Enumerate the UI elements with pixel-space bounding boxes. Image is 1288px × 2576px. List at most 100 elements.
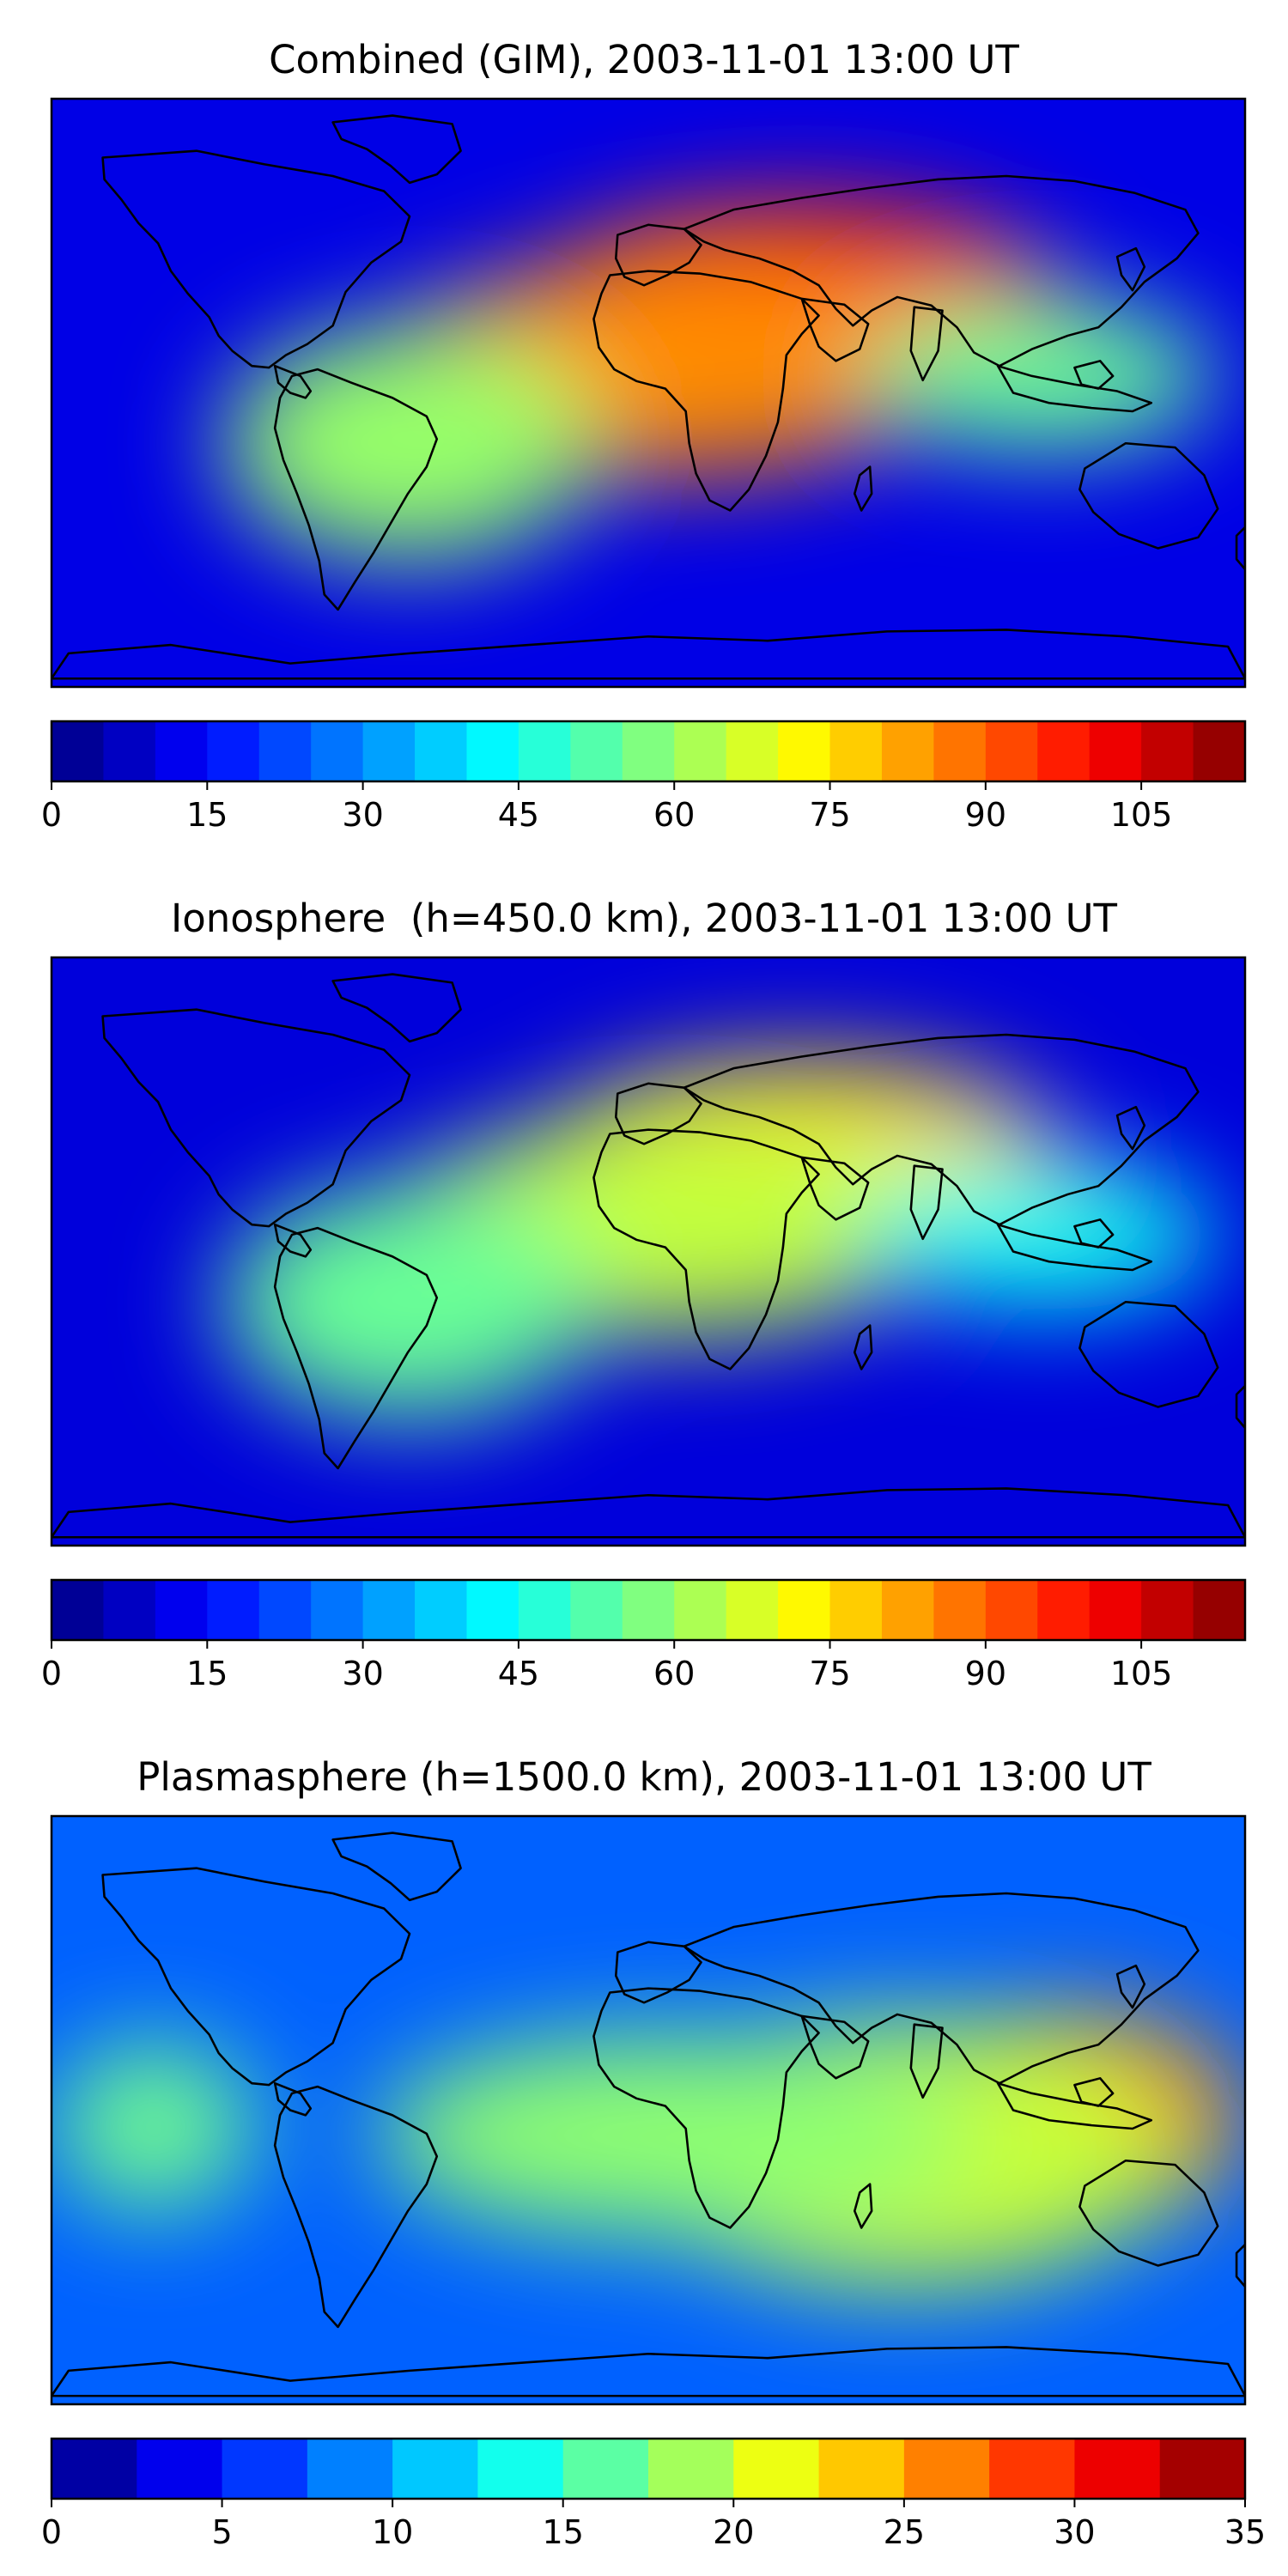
field-blob [375, 2034, 973, 2237]
colorbar-tick-label: 60 [653, 1655, 695, 1692]
colorbar-segment [818, 2439, 905, 2499]
colorbar-segment [933, 1580, 987, 1640]
colorbar-tick-label: 30 [342, 1655, 383, 1692]
colorbar-tick-label: 90 [965, 796, 1006, 834]
colorbar-segment [881, 721, 934, 781]
value-field [52, 2009, 1245, 2287]
colorbar-0: 0 15 30 45 60 75 90 105 [41, 720, 1247, 834]
colorbar-segment [311, 1580, 364, 1640]
colorbar-segment [726, 1580, 779, 1640]
colorbar-segment [415, 721, 468, 781]
colorbar-segment [829, 721, 883, 781]
colorbar-tick-label: 75 [809, 1655, 850, 1692]
colorbar-segment [258, 721, 312, 781]
colorbar-tick-label: 15 [543, 2513, 584, 2551]
colorbar-tick-label: 35 [1224, 2513, 1266, 2551]
colorbar-segment [477, 2439, 564, 2499]
colorbar-1: 0 15 30 45 60 75 90 105 [41, 1578, 1247, 1692]
colorbar-segment [137, 2439, 223, 2499]
colorbar-tick-label: 60 [653, 796, 695, 834]
colorbar-segment [1037, 1580, 1091, 1640]
colorbar-segment [622, 1580, 675, 1640]
map-panel-2 [52, 1816, 1245, 2404]
colorbar-2: 0 5 10 15 20 25 30 35 [41, 2437, 1266, 2551]
colorbar-tick-label: 20 [713, 2513, 754, 2551]
colorbar-segment [518, 721, 571, 781]
colorbar-tick-label: 0 [41, 796, 62, 834]
colorbar-segment [881, 1580, 934, 1640]
colorbar-segment [985, 721, 1038, 781]
colorbar-segment [1089, 721, 1142, 781]
colorbar-segment [52, 2439, 137, 2499]
colorbar-segment [103, 721, 156, 781]
colorbar-segment [733, 2439, 820, 2499]
colorbar-segment [1159, 2439, 1246, 2499]
colorbar-tick-label: 0 [41, 1655, 62, 1692]
colorbar-segment [648, 2439, 734, 2499]
colorbar-segment [103, 1580, 156, 1640]
field-blob [52, 2043, 257, 2211]
colorbar-tick-label: 75 [809, 796, 850, 834]
colorbar-segment [258, 1580, 312, 1640]
colorbar-frame [50, 720, 1247, 783]
colorbar-segment [362, 721, 416, 781]
colorbar-tick-label: 15 [186, 1655, 228, 1692]
field-blob [222, 1184, 598, 1420]
colorbar-segment [933, 721, 987, 781]
colorbar-segment [1193, 1580, 1246, 1640]
colorbar-segment [1089, 1580, 1142, 1640]
colorbar-segment [1037, 721, 1091, 781]
map-frame [50, 1814, 1247, 2406]
colorbar-tick-label: 45 [498, 1655, 539, 1692]
map-panel-1 [52, 957, 1245, 1546]
chart-title-combined: Combined (GIM), 2003-11-01 13:00 UT [269, 37, 1019, 82]
colorbar-segment [674, 1580, 727, 1640]
colorbar-segment [903, 2439, 990, 2499]
colorbar-segment [1074, 2439, 1161, 2499]
colorbar-segment [829, 1580, 883, 1640]
chart-title-plasmasphere: Plasmasphere (h=1500.0 km), 2003-11-01 1… [137, 1754, 1151, 1800]
colorbar-frame [50, 2437, 1247, 2500]
colorbar-segment [415, 1580, 468, 1640]
field-blob [861, 300, 1220, 452]
colorbar-segment [392, 2439, 479, 2499]
map-frame [50, 97, 1247, 689]
colorbar-tick-label: 25 [884, 2513, 925, 2551]
colorbar-tick-label: 5 [211, 2513, 232, 2551]
colorbar-segment [570, 1580, 623, 1640]
colorbar-segment [207, 1580, 260, 1640]
colorbar-segment [155, 721, 208, 781]
colorbar-segment [52, 721, 105, 781]
colorbar-tick-label: 0 [41, 2513, 62, 2551]
colorbar-segment [155, 1580, 208, 1640]
map-panel-0 [52, 99, 1245, 687]
field-blob [861, 1158, 1220, 1310]
colorbar-tick-label: 10 [372, 2513, 413, 2551]
colorbar-segment [518, 1580, 571, 1640]
colorbar-segment [1141, 1580, 1194, 1640]
colorbar-segment [778, 721, 831, 781]
colorbar-segment [52, 1580, 105, 1640]
chart-title-ionosphere: Ionosphere (h=450.0 km), 2003-11-01 13:0… [170, 896, 1118, 941]
value-field [222, 1058, 1220, 1420]
colorbar-tick-label: 15 [186, 796, 228, 834]
colorbar-segment [1193, 721, 1246, 781]
colorbar-segment [466, 721, 519, 781]
colorbar-segment [362, 1580, 416, 1640]
colorbar-segment [562, 2439, 649, 2499]
colorbar-segment [311, 721, 364, 781]
colorbar-segment [674, 721, 727, 781]
colorbar-tick-label: 90 [965, 1655, 1006, 1692]
colorbar-segment [726, 721, 779, 781]
map-frame [50, 956, 1247, 1547]
colorbar-segment [1141, 721, 1194, 781]
colorbar-tick-label: 105 [1110, 1655, 1173, 1692]
colorbar-segment [307, 2439, 393, 2499]
colorbar-tick-label: 45 [498, 796, 539, 834]
colorbar-segment [570, 721, 623, 781]
colorbar-segment [466, 1580, 519, 1640]
colorbar-frame [50, 1578, 1247, 1642]
colorbar-segment [622, 721, 675, 781]
colorbar-segment [985, 1580, 1038, 1640]
